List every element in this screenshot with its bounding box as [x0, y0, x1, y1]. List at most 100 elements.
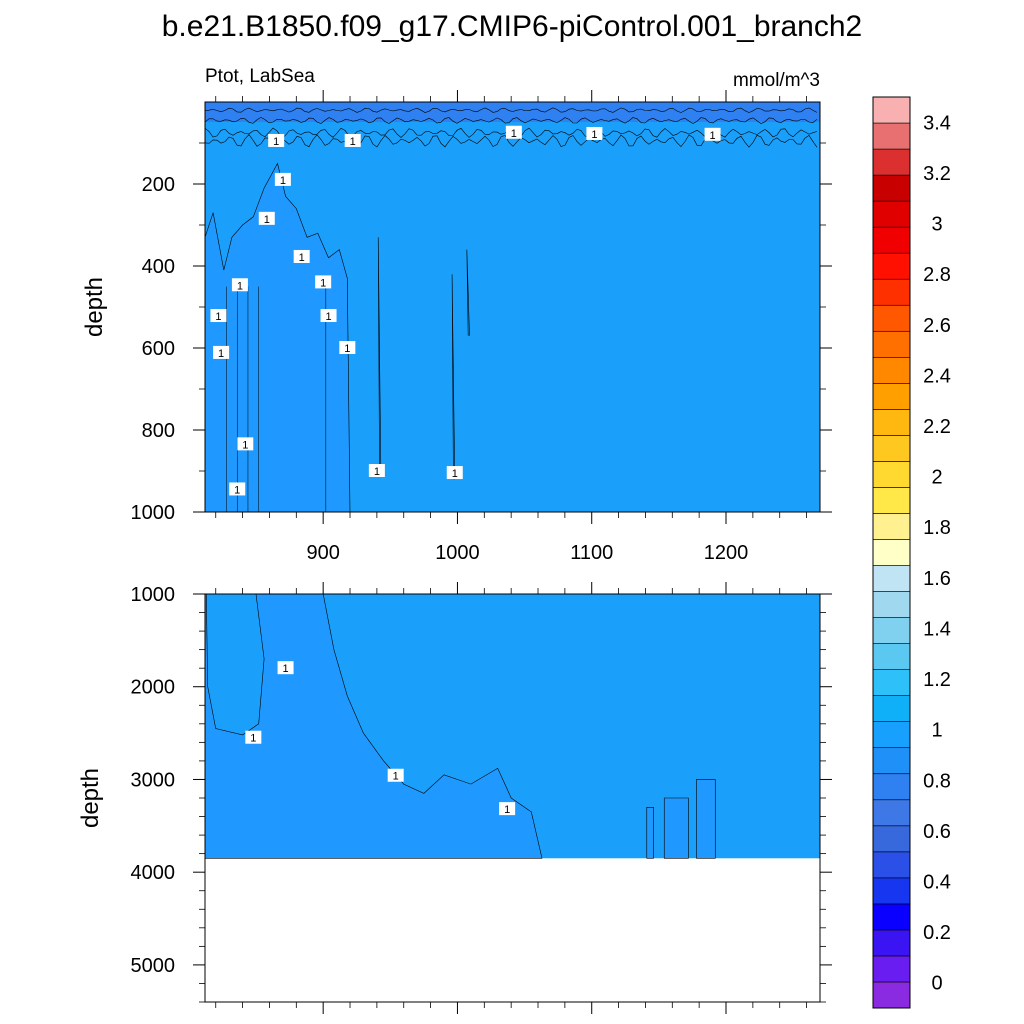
contour-label: 1	[320, 309, 337, 323]
y-tick-label: 1000	[131, 584, 176, 606]
colorbar-tick-label: 1.2	[923, 669, 951, 691]
contour-label-box	[245, 730, 262, 744]
colorbar-swatch	[872, 174, 911, 202]
colorbar-tick-label: 0.8	[923, 770, 951, 792]
contour-label-box	[277, 661, 294, 675]
lower-panel: 1 1 1 1 1000 2000 3000 4000 5000 depth	[77, 582, 832, 1014]
contour-label: 1	[274, 172, 291, 187]
contour-label-text: 1	[393, 771, 399, 783]
colorbar-tick-label: 2.4	[923, 365, 951, 387]
colorbar-tick-label: 2.6	[923, 315, 951, 337]
y-tick-label: 3000	[131, 769, 176, 791]
contour-label-box	[339, 341, 356, 354]
contour-label-box	[505, 125, 522, 139]
unity-contour	[204, 134, 818, 148]
colorbar-swatch	[872, 695, 911, 722]
contour-label: 1	[368, 464, 385, 478]
colorbar-swatch	[872, 356, 911, 384]
contour-label-text: 1	[273, 136, 279, 148]
colorbar-swatch	[872, 226, 911, 254]
y-tick-label: 800	[142, 420, 175, 442]
contour-label-box	[368, 464, 385, 477]
contour-label-box	[231, 278, 248, 292]
colorbar-tick-label: 3	[931, 214, 942, 236]
surface-layer	[205, 102, 820, 122]
y-tick-label: 200	[142, 174, 175, 196]
colorbar-swatch	[872, 148, 911, 176]
colorbar-swatch	[872, 200, 911, 228]
contour-label: 1	[446, 466, 463, 480]
y-tick-label: 600	[142, 338, 175, 360]
colorbar-swatch	[872, 825, 911, 853]
contour-label: 1	[499, 802, 516, 816]
colorbar-tick-label: 0.2	[923, 922, 951, 944]
contour-label: 1	[229, 482, 246, 496]
contour-spike	[377, 237, 382, 476]
colorbar-swatch	[872, 122, 911, 150]
contour-label-text: 1	[374, 466, 380, 478]
contour-label: 1	[231, 278, 248, 292]
colorbar-tick-label: 0.4	[923, 871, 951, 893]
y-tick-label: 1000	[131, 502, 176, 524]
contour-label-box	[387, 768, 404, 782]
colorbar-swatch	[872, 565, 911, 592]
contour-label-box	[237, 437, 254, 451]
contour-label-box	[210, 309, 227, 323]
x-tick-label: 1200	[704, 542, 749, 564]
contour-label-text: 1	[344, 343, 350, 355]
colorbar-swatch	[872, 929, 911, 957]
colorbar-swatch	[872, 903, 911, 931]
colorbar-swatch	[872, 877, 911, 905]
contour-label-text: 1	[350, 136, 356, 148]
colorbar-tick-label: 1	[931, 720, 942, 742]
contour-label-box	[446, 466, 463, 480]
colorbar-swatch	[872, 304, 911, 332]
y-tick-label: 400	[142, 256, 175, 278]
contour-spike	[466, 249, 470, 336]
contour-label: 1	[339, 341, 356, 355]
deep-pocket	[663, 797, 689, 859]
left-subtitle: Ptot, LabSea	[205, 66, 315, 87]
colorbar-tick-label: 2	[931, 467, 942, 489]
colorbar-tick-label: 2.8	[923, 264, 951, 286]
contour-label-box	[268, 133, 285, 147]
colorbar-swatch	[872, 539, 911, 566]
contour-spike	[451, 274, 456, 480]
contour-label-text: 1	[504, 804, 510, 816]
colorbar-tick-label: 3.4	[923, 112, 951, 134]
colorbar-swatch	[872, 669, 911, 696]
contour-label-box	[344, 133, 361, 147]
colorbar: 0 0.2 0.4 0.6 0.8 1 1.2 1.4 1.6 1.8 2 2.2 2.4 2.6 2.8 3…	[872, 96, 951, 1009]
colorbar-tick-label: 0.6	[923, 821, 951, 843]
x-tick-label: 1000	[435, 542, 480, 564]
contour-label: 1	[586, 126, 603, 141]
x-tick-label: 1100	[570, 542, 613, 564]
contour-label-box	[258, 211, 275, 225]
deep-pocket	[646, 806, 654, 859]
colorbar-swatch	[872, 773, 911, 801]
colorbar-swatch	[872, 617, 911, 644]
colorbar-swatch	[872, 851, 911, 879]
contour-label-text: 1	[234, 484, 240, 496]
contour-label: 1	[277, 661, 294, 675]
contour-label-text: 1	[264, 214, 270, 226]
contour-label-box	[229, 482, 246, 496]
colorbar-swatch	[872, 278, 911, 306]
colorbar-swatch	[872, 435, 911, 462]
colorbar-swatch	[872, 721, 911, 749]
colorbar-swatch	[872, 383, 911, 410]
deep-pocket	[696, 779, 716, 859]
colorbar-tick-label: 3.2	[923, 163, 951, 185]
x-tick-label: 900	[306, 542, 339, 564]
colorbar-swatch	[872, 747, 911, 775]
colorbar-swatch	[872, 461, 911, 488]
contour-label: 1	[213, 345, 230, 360]
contour-label: 1	[210, 309, 227, 323]
contour-label-text: 1	[325, 311, 331, 323]
contour-label: 1	[704, 127, 721, 142]
contour-label: 1	[344, 133, 361, 148]
colorbar-swatch	[872, 409, 911, 436]
colorbar-frame	[872, 96, 911, 1009]
